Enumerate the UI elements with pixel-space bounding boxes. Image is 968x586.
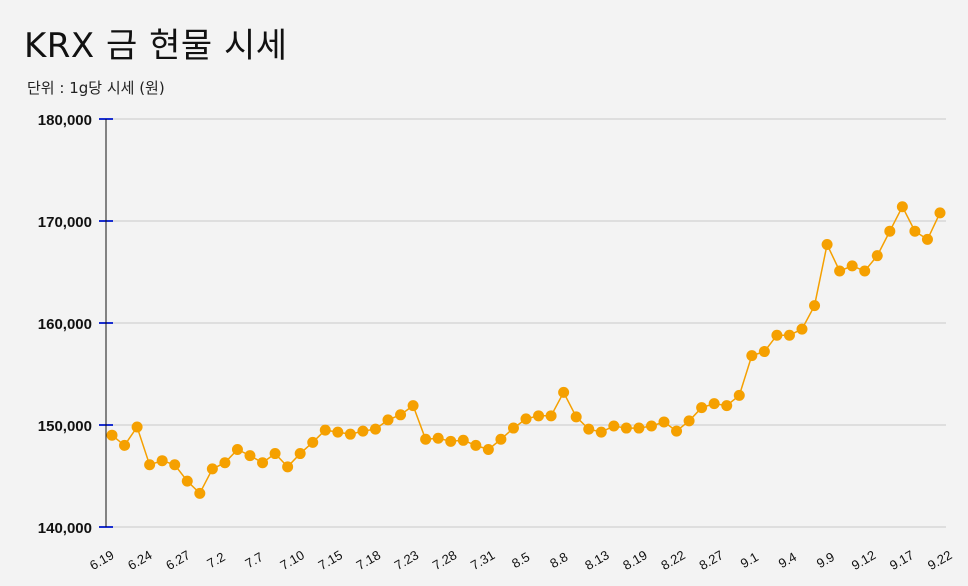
data-point [307, 436, 319, 448]
data-point [231, 443, 243, 455]
data-point [934, 207, 946, 219]
data-point [633, 422, 645, 434]
x-tick-label: 8.27 [696, 547, 725, 573]
data-point [495, 433, 507, 445]
data-point [294, 448, 306, 460]
data-point [545, 410, 557, 422]
data-point [871, 250, 883, 262]
data-point [896, 201, 908, 213]
y-tick-label: 180,000 [38, 112, 92, 129]
chart-title: KRX 금 현물 시세 [24, 26, 288, 66]
data-point [783, 329, 795, 341]
data-point [696, 402, 708, 414]
x-tick-label: 6.27 [163, 547, 192, 573]
x-tick-label: 7.23 [392, 547, 421, 573]
data-point [921, 233, 933, 245]
data-point [269, 448, 281, 460]
data-point [608, 420, 620, 432]
data-point [407, 400, 419, 412]
y-tick-label: 170,000 [38, 214, 92, 231]
data-point [420, 433, 432, 445]
data-point [671, 425, 683, 437]
data-point [733, 389, 745, 401]
data-point [332, 426, 344, 438]
data-point [282, 461, 294, 473]
data-point [257, 457, 269, 469]
x-tick-label: 8.13 [582, 547, 611, 573]
data-point [645, 420, 657, 432]
data-point [558, 386, 570, 398]
x-tick-label: 9.17 [887, 547, 916, 573]
y-tick-label: 150,000 [38, 418, 92, 435]
data-point [219, 457, 231, 469]
data-point [369, 423, 381, 435]
data-point [570, 411, 582, 423]
x-tick-label: 7.7 [243, 549, 266, 571]
x-tick-label: 7.10 [277, 547, 306, 573]
x-tick-label: 6.19 [87, 547, 116, 573]
data-point [520, 413, 532, 425]
x-tick-label: 6.24 [125, 547, 154, 573]
data-point [821, 238, 833, 250]
data-point [206, 463, 218, 475]
x-tick-label: 7.28 [430, 547, 459, 573]
data-point [482, 443, 494, 455]
data-point [884, 225, 896, 237]
data-point [395, 409, 407, 421]
x-tick-label: 7.18 [354, 547, 383, 573]
x-tick-label: 9.12 [849, 547, 878, 573]
data-point [809, 300, 821, 312]
data-point [457, 434, 469, 446]
x-tick-label: 8.22 [658, 547, 687, 573]
x-tick-label: 9.1 [738, 549, 761, 571]
data-point [620, 422, 632, 434]
data-point [708, 398, 720, 410]
x-tick-label: 7.2 [204, 549, 227, 571]
data-point [344, 428, 356, 440]
data-point [119, 439, 131, 451]
x-tick-label: 7.31 [468, 547, 497, 573]
data-point [445, 435, 457, 447]
data-point [721, 400, 733, 412]
data-point [169, 459, 181, 471]
data-point [771, 329, 783, 341]
data-point [470, 439, 482, 451]
data-point [909, 225, 921, 237]
data-point [432, 432, 444, 444]
data-point [533, 410, 545, 422]
data-point [357, 425, 369, 437]
data-point [144, 459, 156, 471]
data-point [156, 455, 168, 467]
x-tick-label: 8.5 [509, 549, 532, 571]
x-tick-label: 8.8 [547, 549, 570, 571]
data-point [194, 487, 206, 499]
x-tick-label: 9.22 [925, 547, 954, 573]
x-tick-label: 7.15 [316, 547, 345, 573]
data-point [746, 350, 758, 362]
data-point [758, 346, 770, 358]
data-point [846, 260, 858, 272]
data-point [834, 265, 846, 277]
data-point [106, 429, 118, 441]
chart-subtitle: 단위 : 1g당 시세 (원) [27, 79, 165, 97]
y-tick-label: 160,000 [38, 316, 92, 333]
data-point [796, 323, 808, 335]
x-tick-label: 9.4 [776, 549, 799, 571]
data-point [595, 426, 607, 438]
data-point [244, 450, 256, 462]
data-point [658, 416, 670, 428]
data-point [683, 415, 695, 427]
x-tick-label: 8.19 [620, 547, 649, 573]
y-tick-label: 140,000 [38, 520, 92, 537]
data-point [859, 265, 871, 277]
data-point [507, 422, 519, 434]
data-point [131, 421, 143, 433]
data-point [583, 423, 595, 435]
data-point [181, 475, 193, 487]
data-point [382, 414, 394, 426]
x-tick-label: 9.9 [814, 549, 837, 571]
data-point [319, 424, 331, 436]
